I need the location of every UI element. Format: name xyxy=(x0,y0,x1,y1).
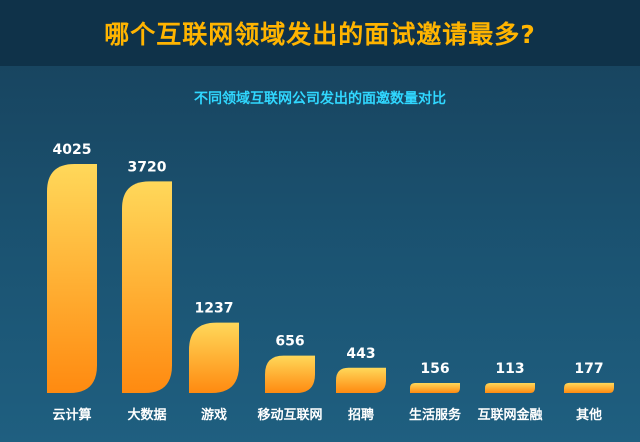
category-label-2: 大数据 xyxy=(127,407,166,423)
value-label-1: 4025 xyxy=(53,142,92,158)
chart-title: 不同领域互联网公司发出的面邀数量对比 xyxy=(194,91,446,107)
bar-4 xyxy=(265,355,315,393)
bar-7 xyxy=(485,383,535,393)
page-title: 哪个互联网领域发出的面试邀请最多? xyxy=(104,20,536,49)
category-label-7: 互联网金融 xyxy=(477,407,542,423)
bar-6 xyxy=(410,383,460,393)
value-label-7: 113 xyxy=(495,361,524,377)
category-labels-group: 云计算 大数据 游戏 移动互联网 招聘 生活服务 互联网金融 其他 xyxy=(52,407,602,423)
value-labels-group: 4025 3720 1237 656 443 156 113 177 xyxy=(53,142,604,377)
value-label-6: 156 xyxy=(420,361,449,377)
value-label-8: 177 xyxy=(574,361,603,377)
category-label-6: 生活服务 xyxy=(409,407,462,423)
bar-8 xyxy=(564,382,614,393)
bar-2 xyxy=(122,181,172,393)
bars-group xyxy=(47,164,614,393)
value-label-5: 443 xyxy=(346,346,375,362)
value-label-2: 3720 xyxy=(128,159,167,175)
category-label-3: 游戏 xyxy=(201,407,227,423)
header-banner: 哪个互联网领域发出的面试邀请最多? xyxy=(0,0,640,66)
category-label-5: 招聘 xyxy=(348,407,374,423)
category-label-1: 云计算 xyxy=(52,407,91,423)
bar-5 xyxy=(336,367,386,393)
value-label-3: 1237 xyxy=(195,301,234,317)
category-label-8: 其他 xyxy=(576,407,602,423)
category-label-4: 移动互联网 xyxy=(257,407,322,423)
bar-3 xyxy=(189,322,239,393)
value-label-4: 656 xyxy=(275,334,304,350)
bar-1 xyxy=(47,164,97,393)
